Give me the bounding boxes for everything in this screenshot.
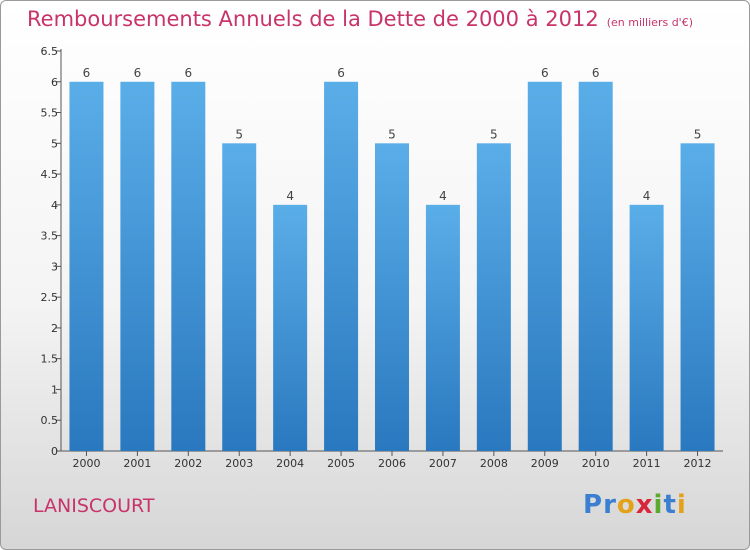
proxiti-logo: Proxiti — [583, 490, 687, 520]
x-tick-label: 2011 — [633, 457, 661, 470]
bar-value-label: 5 — [388, 127, 396, 141]
bar-value-label: 4 — [286, 189, 294, 203]
y-tick-label: 6 — [51, 76, 58, 89]
y-tick-label: 1 — [51, 383, 58, 396]
logo-letter: o — [616, 490, 636, 520]
bar — [680, 143, 715, 452]
x-tick-label: 2008 — [480, 457, 508, 470]
bar — [375, 143, 409, 452]
x-tick-label: 2003 — [225, 457, 253, 470]
bar — [324, 81, 359, 452]
bar-value-label: 6 — [541, 66, 549, 80]
y-tick-label: 2 — [51, 322, 58, 335]
y-tick-label: 0 — [51, 445, 58, 458]
logo-letter: P — [583, 490, 604, 520]
x-tick-label: 2007 — [429, 457, 457, 470]
bar-value-label: 5 — [235, 127, 243, 141]
bar — [476, 143, 511, 452]
bar-value-label: 4 — [643, 189, 651, 203]
logo-letter: x — [635, 490, 654, 520]
bar — [120, 81, 155, 452]
y-tick-label: 0.5 — [41, 414, 59, 427]
y-tick-label: 2.5 — [41, 291, 59, 304]
x-tick-label: 2000 — [72, 457, 100, 470]
bar — [527, 81, 562, 452]
bar — [273, 204, 308, 451]
bar-value-label: 6 — [83, 66, 91, 80]
y-tick-label: 5.5 — [41, 107, 59, 120]
y-tick-label: 1.5 — [41, 353, 59, 366]
bar-value-label: 6 — [134, 66, 142, 80]
bar-value-label: 5 — [694, 127, 702, 141]
y-tick-label: 4 — [51, 199, 58, 212]
commune-name: LANISCOURT — [33, 495, 155, 517]
chart-title-text: Remboursements Annuels de la Dette de 20… — [27, 7, 599, 31]
x-tick-label: 2001 — [123, 457, 151, 470]
x-tick-label: 2009 — [531, 457, 559, 470]
bar-value-label: 4 — [439, 189, 447, 203]
bar-value-label: 6 — [184, 66, 192, 80]
y-tick-label: 3 — [51, 260, 58, 273]
x-tick-label: 2010 — [582, 457, 610, 470]
bar-value-label: 6 — [592, 66, 600, 80]
bar — [629, 204, 664, 451]
y-tick-label: 3.5 — [41, 230, 59, 243]
y-tick-label: 5 — [51, 137, 58, 150]
bar — [69, 81, 104, 452]
bar-value-label: 5 — [490, 127, 498, 141]
y-tick-label: 6.5 — [41, 45, 59, 58]
logo-letter: r — [603, 490, 617, 520]
x-tick-label: 2012 — [684, 457, 712, 470]
bar — [222, 143, 257, 452]
x-tick-label: 2006 — [378, 457, 406, 470]
y-tick-label: 4.5 — [41, 168, 59, 181]
bar — [425, 204, 460, 451]
bar-value-label: 6 — [337, 66, 345, 80]
chart-title: Remboursements Annuels de la Dette de 20… — [27, 7, 693, 31]
logo-letter: t — [663, 490, 677, 520]
chart-unit: (en milliers d'€) — [606, 16, 693, 29]
bar — [171, 81, 206, 452]
x-tick-label: 2005 — [327, 457, 355, 470]
x-tick-label: 2002 — [174, 457, 202, 470]
bar — [578, 81, 613, 452]
logo-letter: i — [676, 490, 687, 520]
logo-letter: i — [653, 490, 664, 520]
x-tick-label: 2004 — [276, 457, 304, 470]
